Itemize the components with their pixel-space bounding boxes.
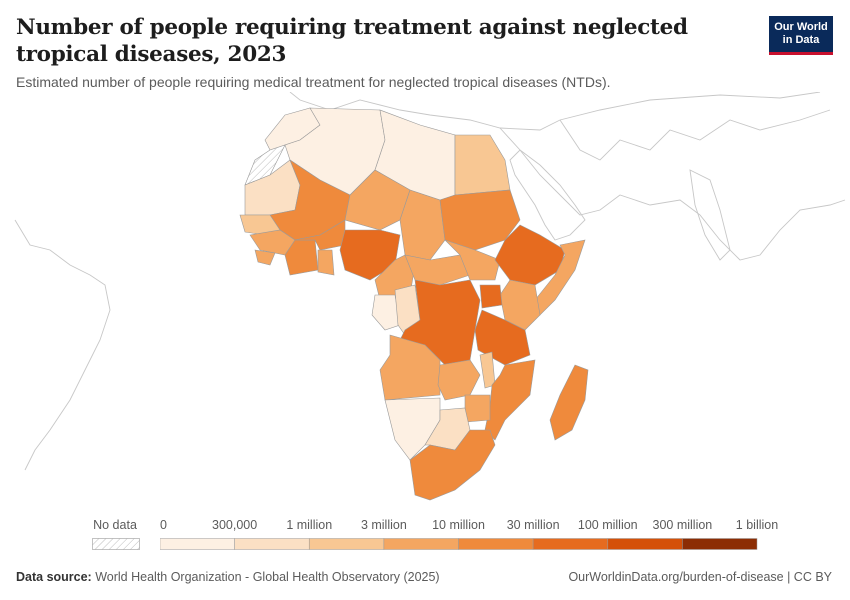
footer-source: Data source: World Health Organization -… bbox=[16, 570, 440, 584]
country-angola bbox=[379, 334, 441, 401]
india-outline bbox=[689, 169, 731, 261]
country-madagascar bbox=[549, 364, 589, 441]
legend-swatch[interactable] bbox=[234, 538, 310, 550]
legend-color-bar bbox=[160, 538, 758, 550]
footer-links: OurWorldinData.org/burden-of-disease | C… bbox=[568, 570, 832, 584]
country-egypt bbox=[454, 134, 511, 196]
legend-tick-label: 100 million bbox=[577, 518, 638, 532]
country-uganda bbox=[479, 284, 503, 309]
owid-logo[interactable]: Our World in Data bbox=[769, 16, 833, 55]
legend-no-data-label: No data bbox=[93, 518, 137, 532]
legend-swatch[interactable] bbox=[532, 538, 608, 550]
legend-swatch[interactable] bbox=[383, 538, 459, 550]
country-car bbox=[404, 254, 471, 286]
country-chad bbox=[399, 189, 446, 261]
legend-swatch[interactable] bbox=[160, 538, 235, 550]
country-tanzania bbox=[474, 309, 531, 366]
middle-east-outline bbox=[499, 127, 846, 261]
country-zambia bbox=[437, 359, 481, 401]
country-cote-divoire bbox=[284, 239, 319, 276]
footer-license[interactable]: CC BY bbox=[793, 570, 832, 584]
footer-url[interactable]: OurWorldinData.org/burden-of-disease bbox=[568, 570, 784, 584]
country-ghana bbox=[317, 249, 335, 276]
country-south-sudan bbox=[444, 239, 501, 281]
chart-subtitle: Estimated number of people requiring med… bbox=[16, 74, 611, 90]
americas-outline bbox=[14, 219, 111, 471]
country-western-sahara bbox=[244, 144, 286, 186]
legend-swatch[interactable] bbox=[458, 538, 534, 550]
africa-map bbox=[14, 92, 846, 501]
source-text[interactable]: World Health Organization - Global Healt… bbox=[95, 570, 440, 584]
legend-tick-label: 30 million bbox=[506, 518, 560, 532]
legend-tick-label: 300,000 bbox=[212, 518, 258, 532]
asia-borders bbox=[559, 109, 831, 161]
legend-tick-label: 1 billion bbox=[735, 518, 779, 532]
logo-line-1: Our World bbox=[774, 21, 828, 33]
legend-tick-label: 3 million bbox=[360, 518, 407, 532]
legend-swatch[interactable] bbox=[682, 538, 758, 550]
legend-swatch[interactable] bbox=[607, 538, 683, 550]
legend-tick-label: 1 million bbox=[286, 518, 333, 532]
legend-tick-label: 0 bbox=[160, 518, 167, 532]
source-label: Data source: bbox=[16, 570, 92, 584]
country-south-africa bbox=[409, 429, 496, 501]
country-sierra-leone bbox=[254, 249, 276, 266]
arabia-outline bbox=[509, 149, 586, 241]
country-malawi bbox=[479, 351, 496, 389]
legend-tick-label: 300 million bbox=[652, 518, 713, 532]
legend-swatch[interactable] bbox=[309, 538, 385, 550]
legend-tick-label: 10 million bbox=[432, 518, 485, 532]
country-zimbabwe bbox=[464, 394, 491, 423]
country-gabon bbox=[371, 294, 401, 331]
logo-line-2: in Data bbox=[782, 34, 820, 46]
legend-no-data-swatch[interactable] bbox=[92, 538, 140, 550]
chart-title: Number of people requiring treatment aga… bbox=[16, 15, 688, 67]
